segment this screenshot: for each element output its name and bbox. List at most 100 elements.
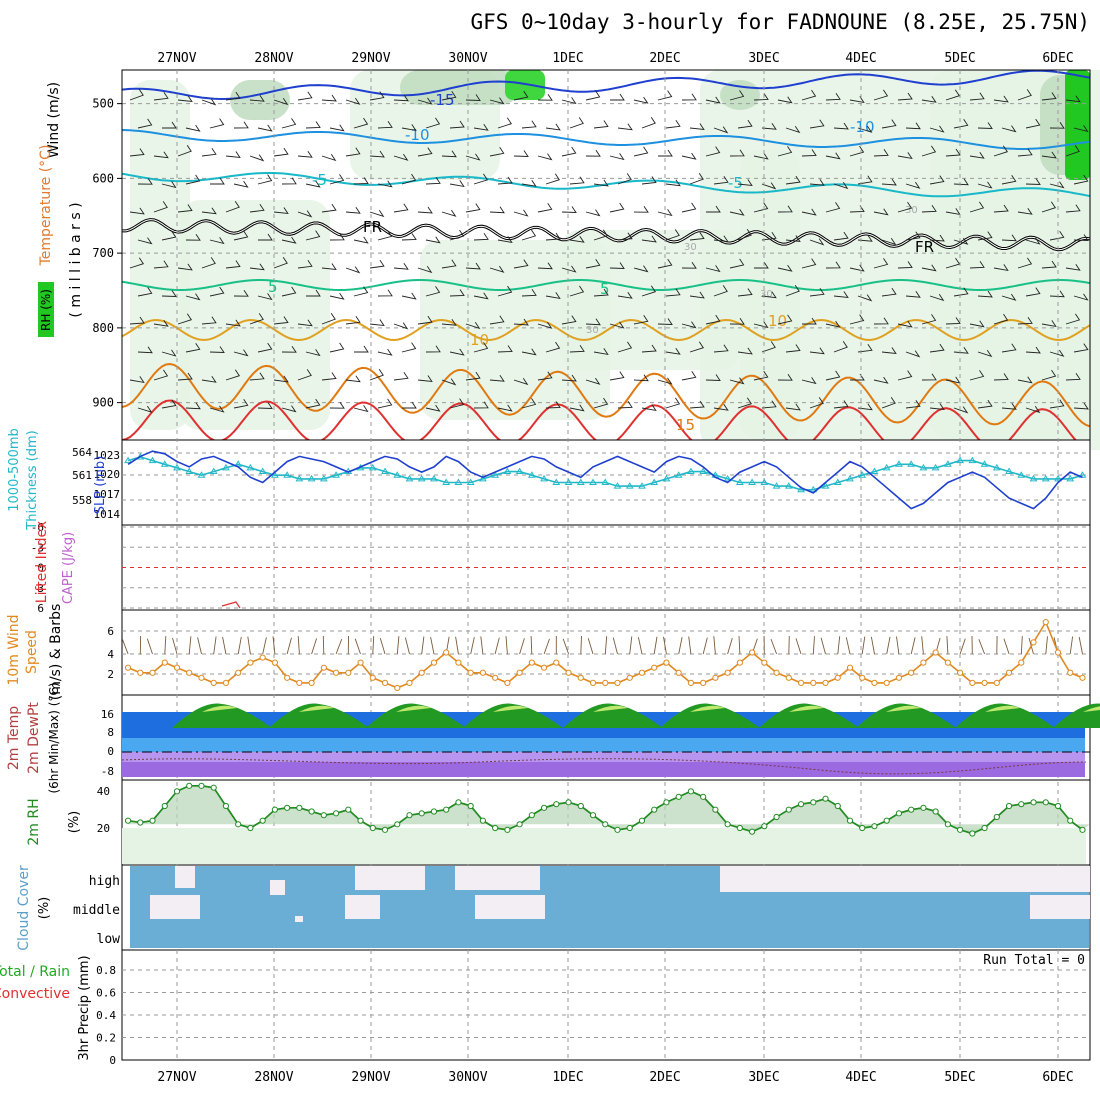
surface-wind-barb	[455, 636, 459, 655]
date-label-bottom: 29NOV	[351, 1070, 390, 1085]
wind-barb	[617, 123, 633, 131]
rh2m-point	[944, 821, 951, 828]
wind-axis-label-1: 10m Wind	[6, 614, 22, 685]
wind-barb	[761, 400, 777, 409]
wind-barb	[137, 237, 153, 245]
wind-barb	[329, 233, 345, 241]
thickness-point	[748, 478, 756, 485]
wind-barb	[329, 401, 345, 409]
wind-barb	[689, 232, 705, 241]
wind-barb	[425, 177, 441, 185]
wind-barb	[201, 316, 217, 325]
wind-barb	[1041, 151, 1057, 159]
wind-barb	[881, 347, 897, 355]
surface-wind-barb	[713, 636, 716, 655]
wind-barb	[657, 209, 673, 217]
wind-speed-point	[895, 674, 903, 681]
surface-wind-barb	[494, 637, 500, 655]
rh2m-point	[602, 821, 609, 828]
wind-barb	[161, 181, 177, 189]
wind-barb	[521, 398, 537, 409]
cloud-clear-4	[345, 895, 380, 919]
wind-barb	[729, 258, 745, 269]
wind-barb	[569, 404, 585, 412]
wind-speed-point	[1018, 659, 1025, 666]
surface-wind-barbs	[121, 635, 1083, 655]
wind-barb	[785, 284, 800, 297]
li-trace	[221, 601, 241, 609]
thickness-point	[589, 478, 597, 485]
thickness-point	[858, 471, 867, 478]
wind-barb	[449, 180, 465, 188]
wind-speed-point	[981, 679, 988, 686]
dewpoint-band-dark	[122, 762, 1085, 777]
wind-axis-label-2: Speed	[24, 630, 40, 674]
wind-speed-point	[284, 674, 291, 681]
wind-barb	[929, 403, 945, 411]
wind-barb	[417, 147, 433, 157]
wind-barb	[129, 207, 145, 215]
wind-barb	[609, 371, 625, 381]
wind-barb	[689, 172, 704, 185]
wind-barb	[402, 401, 417, 409]
rh-axis-unit: (%)	[67, 811, 82, 834]
temp-band-cool	[122, 738, 1085, 752]
rh2m-point	[724, 821, 731, 828]
wind-barb	[425, 286, 441, 297]
wind-barb	[1049, 290, 1065, 298]
rh-high-patch	[505, 70, 545, 100]
wind-barb	[833, 340, 848, 353]
wind-barb	[257, 124, 273, 132]
temp-max-peak	[202, 705, 237, 712]
wind-barb	[329, 342, 345, 353]
rh2m-point	[785, 806, 792, 813]
wind-barb	[137, 346, 153, 354]
date-label-bottom: 5DEC	[944, 1070, 975, 1085]
wind-barb	[729, 149, 745, 157]
wind-barb	[1001, 234, 1017, 242]
wind-barb	[921, 264, 937, 272]
wind-speed-point	[822, 679, 829, 686]
thickness-point	[185, 467, 194, 475]
surface-wind-barb	[562, 638, 570, 655]
wind-barb	[729, 377, 745, 385]
wind-barb	[849, 314, 865, 325]
wind-barb	[593, 288, 609, 297]
wind-speed-point	[222, 679, 230, 686]
wind-barb	[969, 261, 985, 269]
wind-barb	[545, 173, 561, 185]
wind-barb	[1017, 257, 1033, 269]
wind-barb	[993, 95, 1009, 103]
wind-barb	[777, 205, 793, 213]
wind-barb	[257, 342, 273, 353]
wind-barb	[177, 372, 193, 381]
thickness-point	[319, 474, 328, 482]
wind-barb	[609, 321, 625, 329]
wind-barb	[137, 405, 153, 413]
wind-barb	[873, 317, 889, 325]
thickness-ytick-label: 564	[72, 446, 92, 459]
thickness-point	[417, 474, 426, 482]
wind-barb	[569, 345, 585, 353]
thickness-axis-label-1: 1000-500mb	[7, 428, 22, 512]
wind-barb	[401, 342, 417, 353]
wind-barb	[825, 152, 841, 160]
thickness-point	[246, 463, 255, 471]
wind-speed-point	[724, 669, 731, 676]
wind-barb	[881, 238, 897, 246]
cape-ytick-label: -3	[31, 541, 44, 554]
wind-barb	[617, 232, 633, 241]
thickness-point	[381, 467, 389, 475]
wind-barb	[593, 397, 609, 409]
wind-barb	[353, 286, 369, 297]
upper-ytick-label: 600	[92, 171, 114, 185]
wind-barb	[833, 400, 849, 409]
thickness-point	[919, 463, 928, 471]
wind-barb	[585, 149, 601, 157]
surface-wind-barb	[421, 636, 425, 655]
wind-barb	[897, 320, 913, 328]
rh2m-point	[479, 817, 487, 824]
wind-barb	[345, 316, 361, 325]
rh2m-point	[883, 817, 890, 824]
rh2m-point	[528, 812, 535, 819]
